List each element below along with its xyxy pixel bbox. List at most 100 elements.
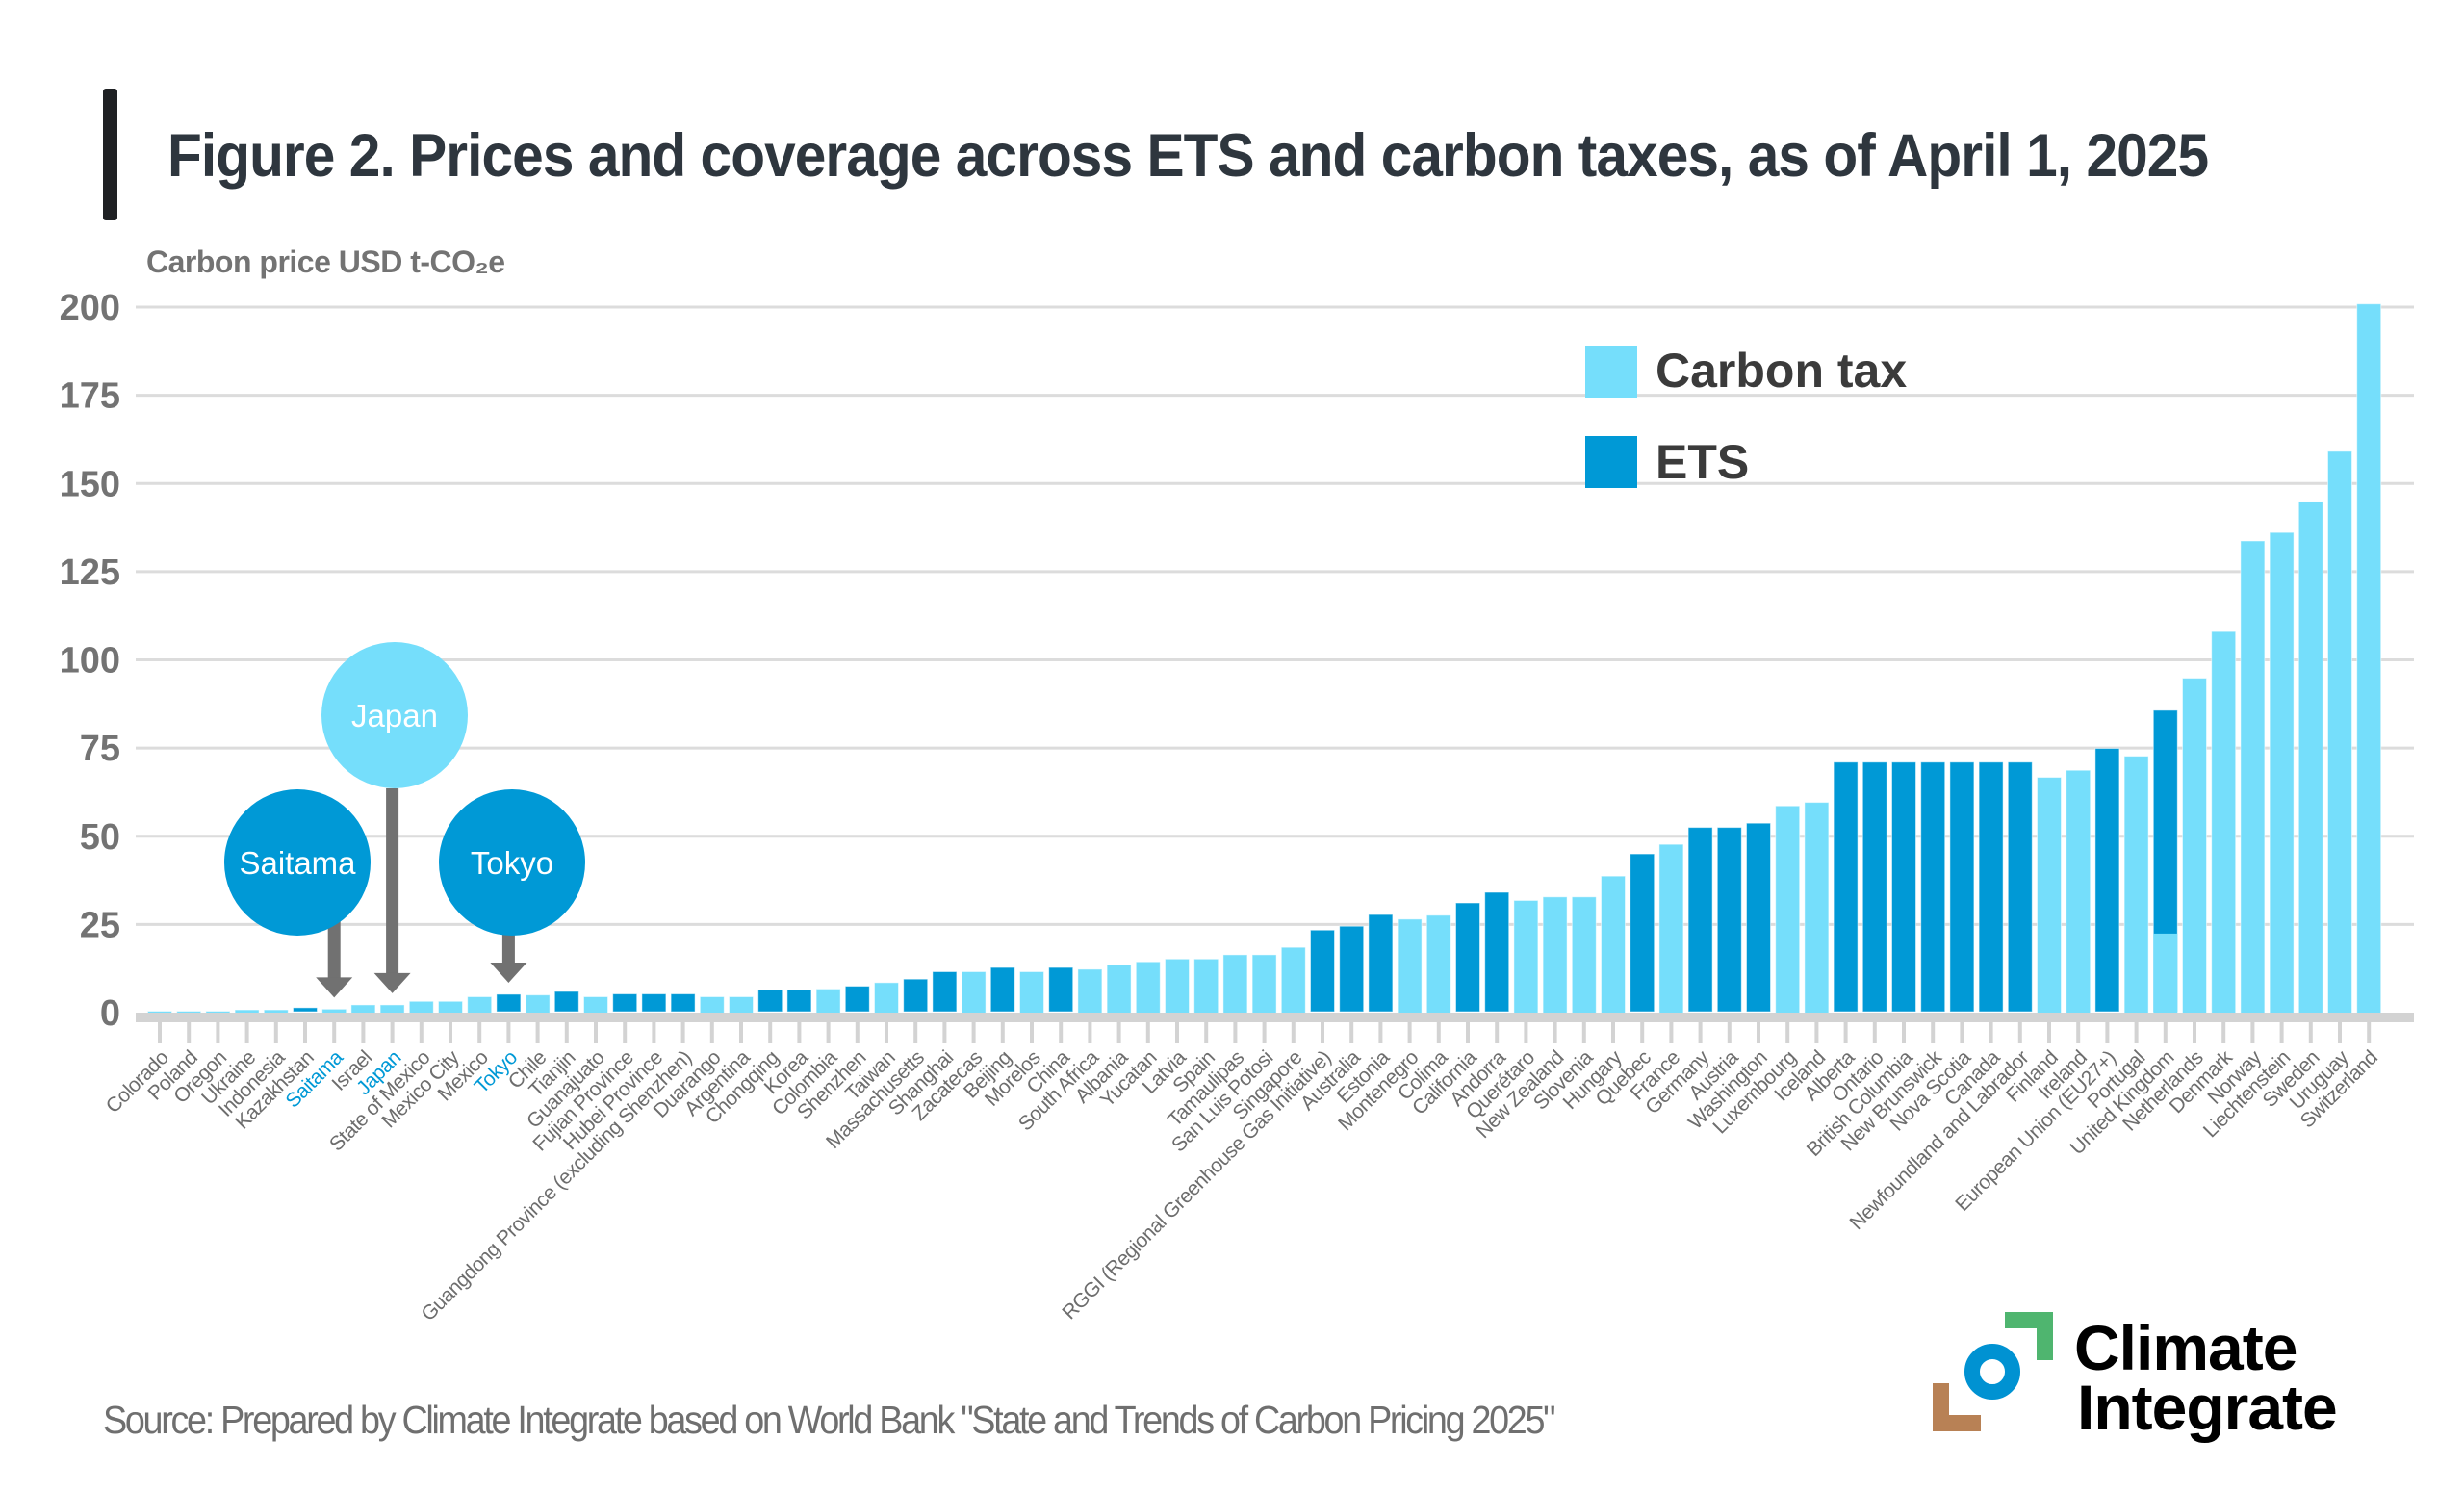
x-axis [136, 1013, 2414, 1043]
x-tick [332, 1022, 337, 1043]
logo-text-integrate: Integrate [2077, 1372, 2338, 1443]
x-tick [855, 1022, 860, 1043]
bar [1019, 970, 1044, 1017]
bar [1687, 827, 1713, 1013]
bar [1571, 896, 1597, 1017]
x-tick [2308, 1022, 2313, 1043]
bar [1775, 805, 1801, 1017]
x-tick [1291, 1022, 1296, 1043]
bar [293, 1007, 318, 1013]
x-tick [187, 1022, 192, 1043]
logo-text-climate: Climate [2074, 1312, 2297, 1383]
x-tick [2076, 1022, 2081, 1043]
x-tick [1059, 1022, 1064, 1043]
bar [1891, 761, 1916, 1013]
bar [1861, 761, 1887, 1013]
x-tick [768, 1022, 773, 1043]
chart-title: Figure 2. Prices and coverage across ETS… [167, 122, 2209, 190]
bar [1542, 896, 1568, 1017]
gridlines [136, 305, 2414, 926]
bar [1165, 958, 1190, 1017]
bar [670, 993, 696, 1013]
x-tick [739, 1022, 743, 1043]
bar [1048, 966, 1074, 1013]
x-tick [1611, 1022, 1615, 1043]
x-tick [885, 1022, 888, 1043]
bar [757, 989, 783, 1013]
y-tick-label: 150 [60, 464, 120, 504]
x-tick [2017, 1022, 2022, 1043]
x-tick [2047, 1022, 2051, 1043]
annotations: Saitama Japan Tokyo [224, 642, 585, 998]
x-tick [390, 1022, 395, 1043]
bar [1077, 968, 1103, 1017]
x-tick [826, 1022, 831, 1043]
x-tick [1872, 1022, 1877, 1043]
x-tick [971, 1022, 976, 1043]
y-tick-label: 100 [60, 641, 120, 682]
x-tick [797, 1022, 802, 1043]
x-tick [1785, 1022, 1790, 1043]
bar [1716, 827, 1742, 1013]
annotation-label-saitama: Saitama [239, 845, 356, 881]
y-tick-label: 175 [60, 376, 120, 417]
x-tick [1960, 1022, 1964, 1043]
bar [1978, 761, 2004, 1013]
x-tick [1757, 1022, 1760, 1043]
y-axis-title: Carbon price USD t-CO₂e [146, 244, 505, 279]
bar [1280, 946, 1306, 1017]
annotation-arrow-shaft [327, 916, 341, 979]
x-tick [623, 1022, 628, 1043]
x-tick [1233, 1022, 1238, 1043]
legend-label-carbon-tax: Carbon tax [1656, 344, 1907, 398]
x-tick [680, 1022, 685, 1043]
annotation-arrow-head-icon [373, 972, 411, 993]
bar [2269, 531, 2295, 1017]
x-axis-line [136, 1013, 2414, 1022]
bar [2094, 747, 2120, 1013]
bar [1425, 914, 1451, 1017]
bar [2123, 756, 2149, 1017]
bar [786, 989, 812, 1013]
bar [1310, 929, 1335, 1013]
x-tick [1378, 1022, 1383, 1043]
y-tick-label: 50 [80, 817, 120, 858]
x-tick [1581, 1022, 1586, 1043]
bar [1920, 761, 1946, 1013]
bar [874, 982, 899, 1017]
bar [1368, 913, 1394, 1013]
x-tick [652, 1022, 656, 1043]
y-tick-label: 200 [60, 288, 120, 328]
x-tick [1640, 1022, 1645, 1043]
bar [496, 993, 522, 1013]
x-tick [1814, 1022, 1819, 1043]
annotation-label-tokyo: Tokyo [471, 845, 553, 881]
bar [1630, 853, 1656, 1013]
x-tick [2367, 1022, 2372, 1043]
bar [2007, 761, 2033, 1013]
x-tick [1175, 1022, 1179, 1043]
x-tick [1698, 1022, 1703, 1043]
x-tick [1931, 1022, 1936, 1043]
bar [1601, 875, 1626, 1017]
x-tick [1349, 1022, 1354, 1043]
bar [1658, 843, 1684, 1017]
x-tick [1116, 1022, 1121, 1043]
bar [1106, 965, 1132, 1017]
x-tick [1553, 1022, 1557, 1043]
bar [1194, 958, 1219, 1017]
bar [2327, 450, 2352, 1017]
x-tick [1669, 1022, 1674, 1043]
bar [844, 986, 870, 1013]
x-tick [1727, 1022, 1732, 1043]
bar [903, 978, 929, 1013]
annotation-arrow-head-icon [490, 962, 527, 983]
x-tick [216, 1022, 220, 1043]
x-tick [942, 1022, 947, 1043]
bar [641, 993, 667, 1013]
x-tick [1524, 1022, 1528, 1043]
x-tick [419, 1022, 424, 1043]
logo-blue-ring-icon [1964, 1344, 2020, 1400]
y-tick-label: 0 [100, 993, 120, 1034]
legend-swatch-carbon-tax [1585, 346, 1637, 398]
